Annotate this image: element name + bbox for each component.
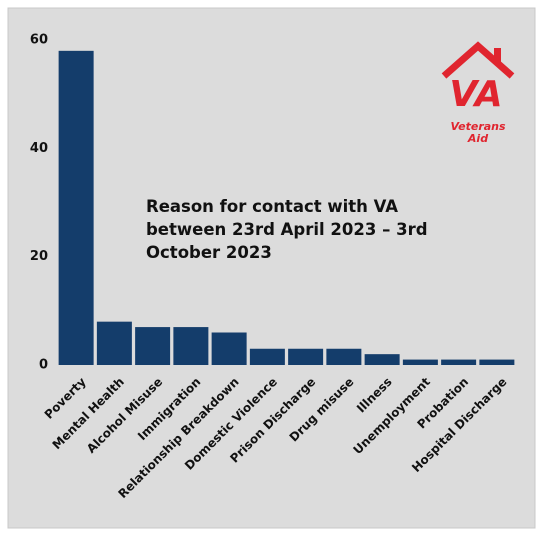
- panel: [7, 7, 536, 529]
- logo-text: Aid: [467, 132, 488, 145]
- logo-text: Veterans: [450, 120, 506, 133]
- bar: [58, 50, 94, 365]
- bar: [211, 332, 247, 365]
- bar: [249, 348, 285, 365]
- logo: VA Veterans Aid: [441, 41, 515, 145]
- bar: [326, 348, 362, 365]
- bar: [135, 327, 171, 365]
- chart-title: Reason for contact with VA between 23rd …: [146, 197, 428, 262]
- bar: [402, 359, 438, 365]
- y-tick-label: 40: [30, 141, 48, 156]
- y-tick-label: 0: [39, 358, 48, 373]
- bar: [364, 354, 400, 365]
- bar: [173, 327, 209, 365]
- y-tick-label: 60: [30, 33, 48, 48]
- y-tick-label: 20: [30, 249, 48, 264]
- bar: [96, 321, 132, 365]
- bar: [441, 359, 477, 365]
- logo-letters: VA: [449, 74, 502, 115]
- bar: [479, 359, 515, 365]
- bar: [288, 348, 324, 365]
